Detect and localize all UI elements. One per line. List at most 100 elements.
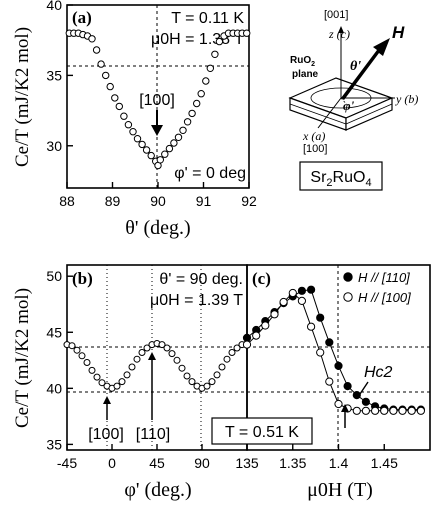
panel-c-series-1-point-3	[270, 310, 279, 319]
panel-a-temperature: T = 0.11 K	[171, 10, 244, 27]
panel-c-series-1-point-18	[407, 406, 416, 415]
ruo2-label-sub: 2	[311, 61, 315, 68]
panel-a-phi: φ' = 0 deg	[174, 165, 246, 182]
panel-c-series-1-point-5	[288, 288, 297, 298]
panel-c-series-0-point-12	[352, 391, 361, 400]
panel-c-series-0-point-11	[343, 382, 352, 391]
panel-b-series-0-point-30	[213, 371, 221, 379]
panel-c-series-1-point-8	[316, 348, 325, 357]
panel-a-label: (a)	[72, 8, 92, 27]
panel-a-series-0-point-32	[206, 64, 215, 73]
ruo2-label-part1: RuO2	[290, 55, 315, 68]
panel-a-series-0-point-11	[115, 102, 124, 111]
material-sub2: 4	[365, 177, 371, 189]
material-prefix: Sr	[310, 169, 327, 186]
panel-a-series-0-point-27	[183, 118, 192, 126]
panel-a-xtick-label-4: 92	[241, 193, 257, 209]
panel-b-series-0-point-23	[178, 364, 186, 372]
panel-b-series-0-point-10	[113, 382, 121, 390]
panel-b: (b) θ' = 90 deg. μ0H = 1.39 T [100] [110…	[12, 264, 259, 501]
panel-c-series-1-point-2	[261, 321, 270, 330]
phi-label: φ'	[343, 98, 355, 113]
panel-c-series-0-point-0	[242, 333, 252, 342]
hc2-label: Hc2	[364, 364, 393, 381]
panel-a-series-0-point-23	[165, 144, 174, 153]
material-formula: Sr2RuO4	[310, 169, 371, 189]
x-axis-label: x (a)	[302, 129, 325, 143]
panel-b-xtick-label-2: 45	[149, 455, 165, 471]
hc2-pointer-line	[359, 381, 369, 395]
panel-b-series-0-point-25	[188, 378, 196, 386]
panel-b-series-0-point-15	[138, 349, 146, 356]
panel-c-series-1-point-16	[389, 406, 398, 415]
panel-b-xtick-label-3: 90	[194, 455, 210, 471]
panel-a-series-0-point-17	[142, 146, 151, 154]
panel-b-series-0-point-6	[93, 373, 101, 381]
panel-a-series-0-point-12	[120, 112, 128, 120]
theta-label: θ'	[350, 59, 361, 74]
panel-a-points	[65, 29, 251, 170]
panel-c-series-0-point-13	[361, 397, 370, 406]
panel-b-series-0-point-14	[133, 355, 141, 363]
panel-a-series-0-point-40	[243, 29, 251, 37]
axis-001-label: [001]	[324, 9, 348, 21]
panel-b-series-0-point-34	[233, 344, 241, 352]
panel-a-ytick-label-2: 40	[46, 0, 62, 13]
panel-b-xtick-label-4: 135	[235, 455, 259, 471]
panel-c-xtick-label-1: 1.4	[329, 455, 349, 471]
panel-a-series-0-point-6	[92, 46, 101, 54]
panel-c-series-0-point-9	[325, 338, 334, 347]
field-label: H	[392, 23, 405, 42]
panel-a-series-0-point-25	[174, 133, 183, 142]
panel-b-series-0-point-19	[158, 341, 166, 349]
field-arrow-icon	[341, 38, 390, 100]
panel-a-series-0-point-33	[211, 50, 219, 58]
panel-b-series-0-point-32	[223, 355, 231, 363]
panel-a-series-0-point-34	[215, 37, 224, 46]
panel-c-series-1-point-1	[252, 331, 261, 340]
panel-a-series-0-point-26	[179, 126, 187, 135]
panel-a-series-0-point-22	[161, 150, 169, 158]
panel-b-label-100: [100]	[88, 426, 124, 443]
panel-b-series-0-point-13	[128, 363, 136, 371]
panel-a-ytick-label-1: 35	[46, 67, 62, 83]
ruo2-label-text: RuO	[290, 55, 311, 66]
material-mid: RuO	[333, 169, 366, 186]
panel-a-series-0-point-15	[133, 135, 142, 143]
panel-a-series-0-point-13	[124, 121, 133, 129]
panel-b-ytick-label-0: 35	[46, 436, 62, 452]
temperature-box	[211, 417, 313, 445]
panel-b-series-0-point-3	[78, 352, 86, 360]
legend-100-label: H // [100]	[358, 290, 411, 305]
x-axis	[317, 97, 342, 129]
panel-a-series-0-point-30	[197, 90, 205, 98]
panel-b-arrow-100-head	[103, 396, 111, 404]
panel-a-ticks: 88 89 90 91 92 30 35 40	[46, 0, 257, 209]
panel-b-series-0-point-20	[163, 344, 171, 352]
z-axis-head	[338, 26, 344, 33]
panel-a-series-0-point-29	[193, 99, 201, 108]
panel-b-series-0-point-11	[118, 378, 126, 386]
sample-layer-2	[345, 103, 393, 125]
sample-layer-1	[289, 103, 347, 125]
panel-b-ytick-label-2: 45	[46, 324, 62, 340]
panel-c-series-0-point-10	[334, 361, 343, 370]
panel-a: (a) T = 0.11 K μ0H = 1.38 T φ' = 0 deg […	[12, 0, 257, 239]
panel-b-series-0-point-1	[68, 342, 76, 350]
panel-b-series-0-point-21	[168, 350, 176, 358]
panel-c-label: (c)	[252, 269, 271, 288]
panel-b-series-0-point-31	[218, 363, 226, 371]
panel-b-series-0-point-7	[98, 379, 106, 387]
panel-b-xlabel: φ' (deg.)	[124, 479, 191, 501]
panel-c-points	[242, 285, 425, 415]
panel-b-series-0-point-24	[183, 372, 191, 380]
panel-c-series-0-point-8	[316, 313, 325, 322]
panel-c-xtick-label-2: 1.45	[371, 455, 398, 471]
panel-b-ticks: -45 0 45 90 135 35 40 45 50	[46, 268, 258, 471]
panel-a-xtick-label-3: 91	[196, 193, 212, 209]
material-sub1: 2	[326, 177, 332, 189]
panel-a-series-0-point-9	[106, 82, 114, 91]
panel-a-ytick-label-0: 30	[46, 138, 62, 154]
panel-c-series-1-point-13	[361, 406, 370, 415]
panel-b-field: μ0H = 1.39 T	[150, 292, 243, 309]
